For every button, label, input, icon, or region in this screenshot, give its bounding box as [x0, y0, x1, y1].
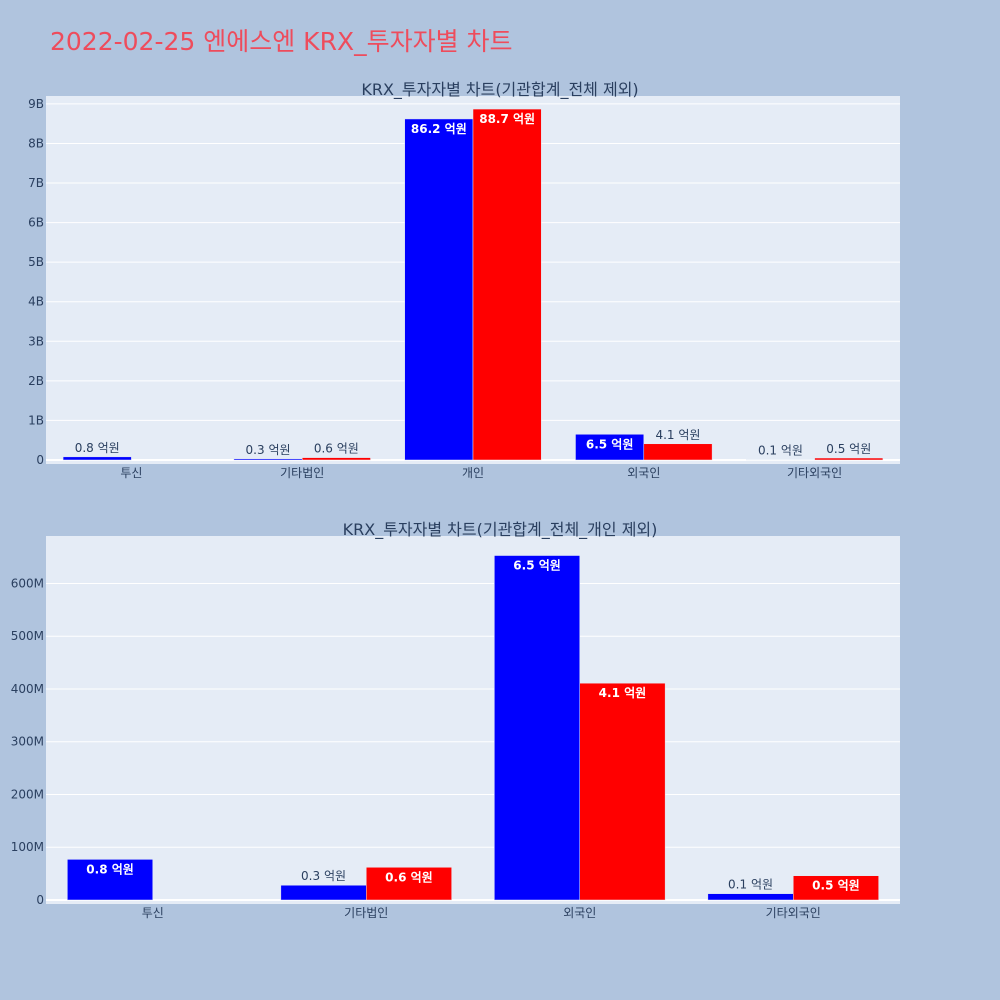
- data-label: 0.5 억원: [812, 879, 860, 893]
- data-label: 0.8 억원: [75, 441, 120, 455]
- y-tick-label: 500M: [11, 629, 44, 643]
- y-tick-label: 5B: [28, 255, 44, 269]
- y-tick-label: 200M: [11, 787, 44, 801]
- data-label: 86.2 억원: [411, 122, 467, 136]
- page-title: 2022-02-25 엔에스엔 KRX_투자자별 차트: [50, 27, 513, 56]
- bar: [707, 893, 794, 901]
- bar: [579, 682, 666, 901]
- data-label: 6.5 억원: [586, 437, 634, 451]
- x-tick-label: 개인: [462, 466, 484, 480]
- y-tick-label: 1B: [28, 413, 44, 427]
- data-label: 0.3 억원: [246, 443, 291, 457]
- x-tick-label: 기타법인: [344, 906, 388, 920]
- y-tick-label: 0: [36, 453, 44, 467]
- y-tick-label: 600M: [11, 576, 44, 590]
- data-label: 0.6 억원: [314, 442, 359, 456]
- data-label: 88.7 억원: [479, 112, 535, 126]
- bar: [472, 108, 542, 461]
- plot-area: [46, 536, 900, 904]
- bar: [643, 443, 713, 461]
- bar: [366, 867, 452, 901]
- chart-title: KRX_투자자별 차트(기관합계_전체 제외): [361, 80, 638, 100]
- data-label: 0.6 억원: [385, 870, 433, 884]
- x-tick-label: 기타법인: [280, 466, 324, 480]
- y-tick-label: 8B: [28, 136, 44, 150]
- chart-top: KRX_투자자별 차트(기관합계_전체 제외) 0 1B 2B 3B 4B 5B 6B 7B 8B…: [28, 80, 900, 480]
- data-label: 0.5 억원: [826, 442, 871, 456]
- y-tick-label: 0: [36, 893, 44, 907]
- x-tick-label: 기타외국인: [787, 466, 842, 480]
- data-label: 0.3 억원: [301, 869, 346, 883]
- y-tick-label: 7B: [28, 176, 44, 190]
- y-tick-label: 400M: [11, 682, 44, 696]
- bar: [280, 884, 367, 901]
- y-tick-label: 4B: [28, 295, 44, 309]
- data-label: 0.1 억원: [728, 878, 773, 892]
- x-tick-label: 외국인: [563, 906, 596, 920]
- y-tick-label: 6B: [28, 216, 44, 230]
- data-label: 6.5 억원: [513, 559, 561, 573]
- data-label: 0.8 억원: [86, 862, 134, 876]
- y-tick-label: 100M: [11, 840, 44, 854]
- data-label: 4.1 억원: [655, 428, 700, 442]
- y-tick-label: 3B: [28, 334, 44, 348]
- bar: [575, 434, 645, 461]
- data-label: 4.1 억원: [599, 686, 647, 700]
- chart-title: KRX_투자자별 차트(기관합계_전체_개인 제외): [343, 520, 658, 540]
- bar: [233, 458, 303, 461]
- x-tick-label: 기타외국인: [766, 906, 821, 920]
- y-tick-label: 300M: [11, 735, 44, 749]
- chart-bottom: KRX_투자자별 차트(기관합계_전체_개인 제외) 0 100M 200M 300M 4…: [11, 520, 900, 920]
- data-label: 0.1 억원: [758, 444, 803, 458]
- bar: [793, 875, 879, 901]
- bar: [404, 118, 474, 461]
- bar: [67, 859, 153, 901]
- y-tick-label: 2B: [28, 374, 44, 388]
- x-tick-label: 투신: [142, 906, 164, 920]
- y-tick-label: 9B: [28, 97, 44, 111]
- x-tick-label: 외국인: [627, 466, 660, 480]
- bar: [494, 555, 581, 901]
- x-tick-label: 투신: [120, 466, 142, 480]
- bar: [62, 456, 132, 461]
- bar: [301, 457, 371, 461]
- bar: [814, 457, 884, 461]
